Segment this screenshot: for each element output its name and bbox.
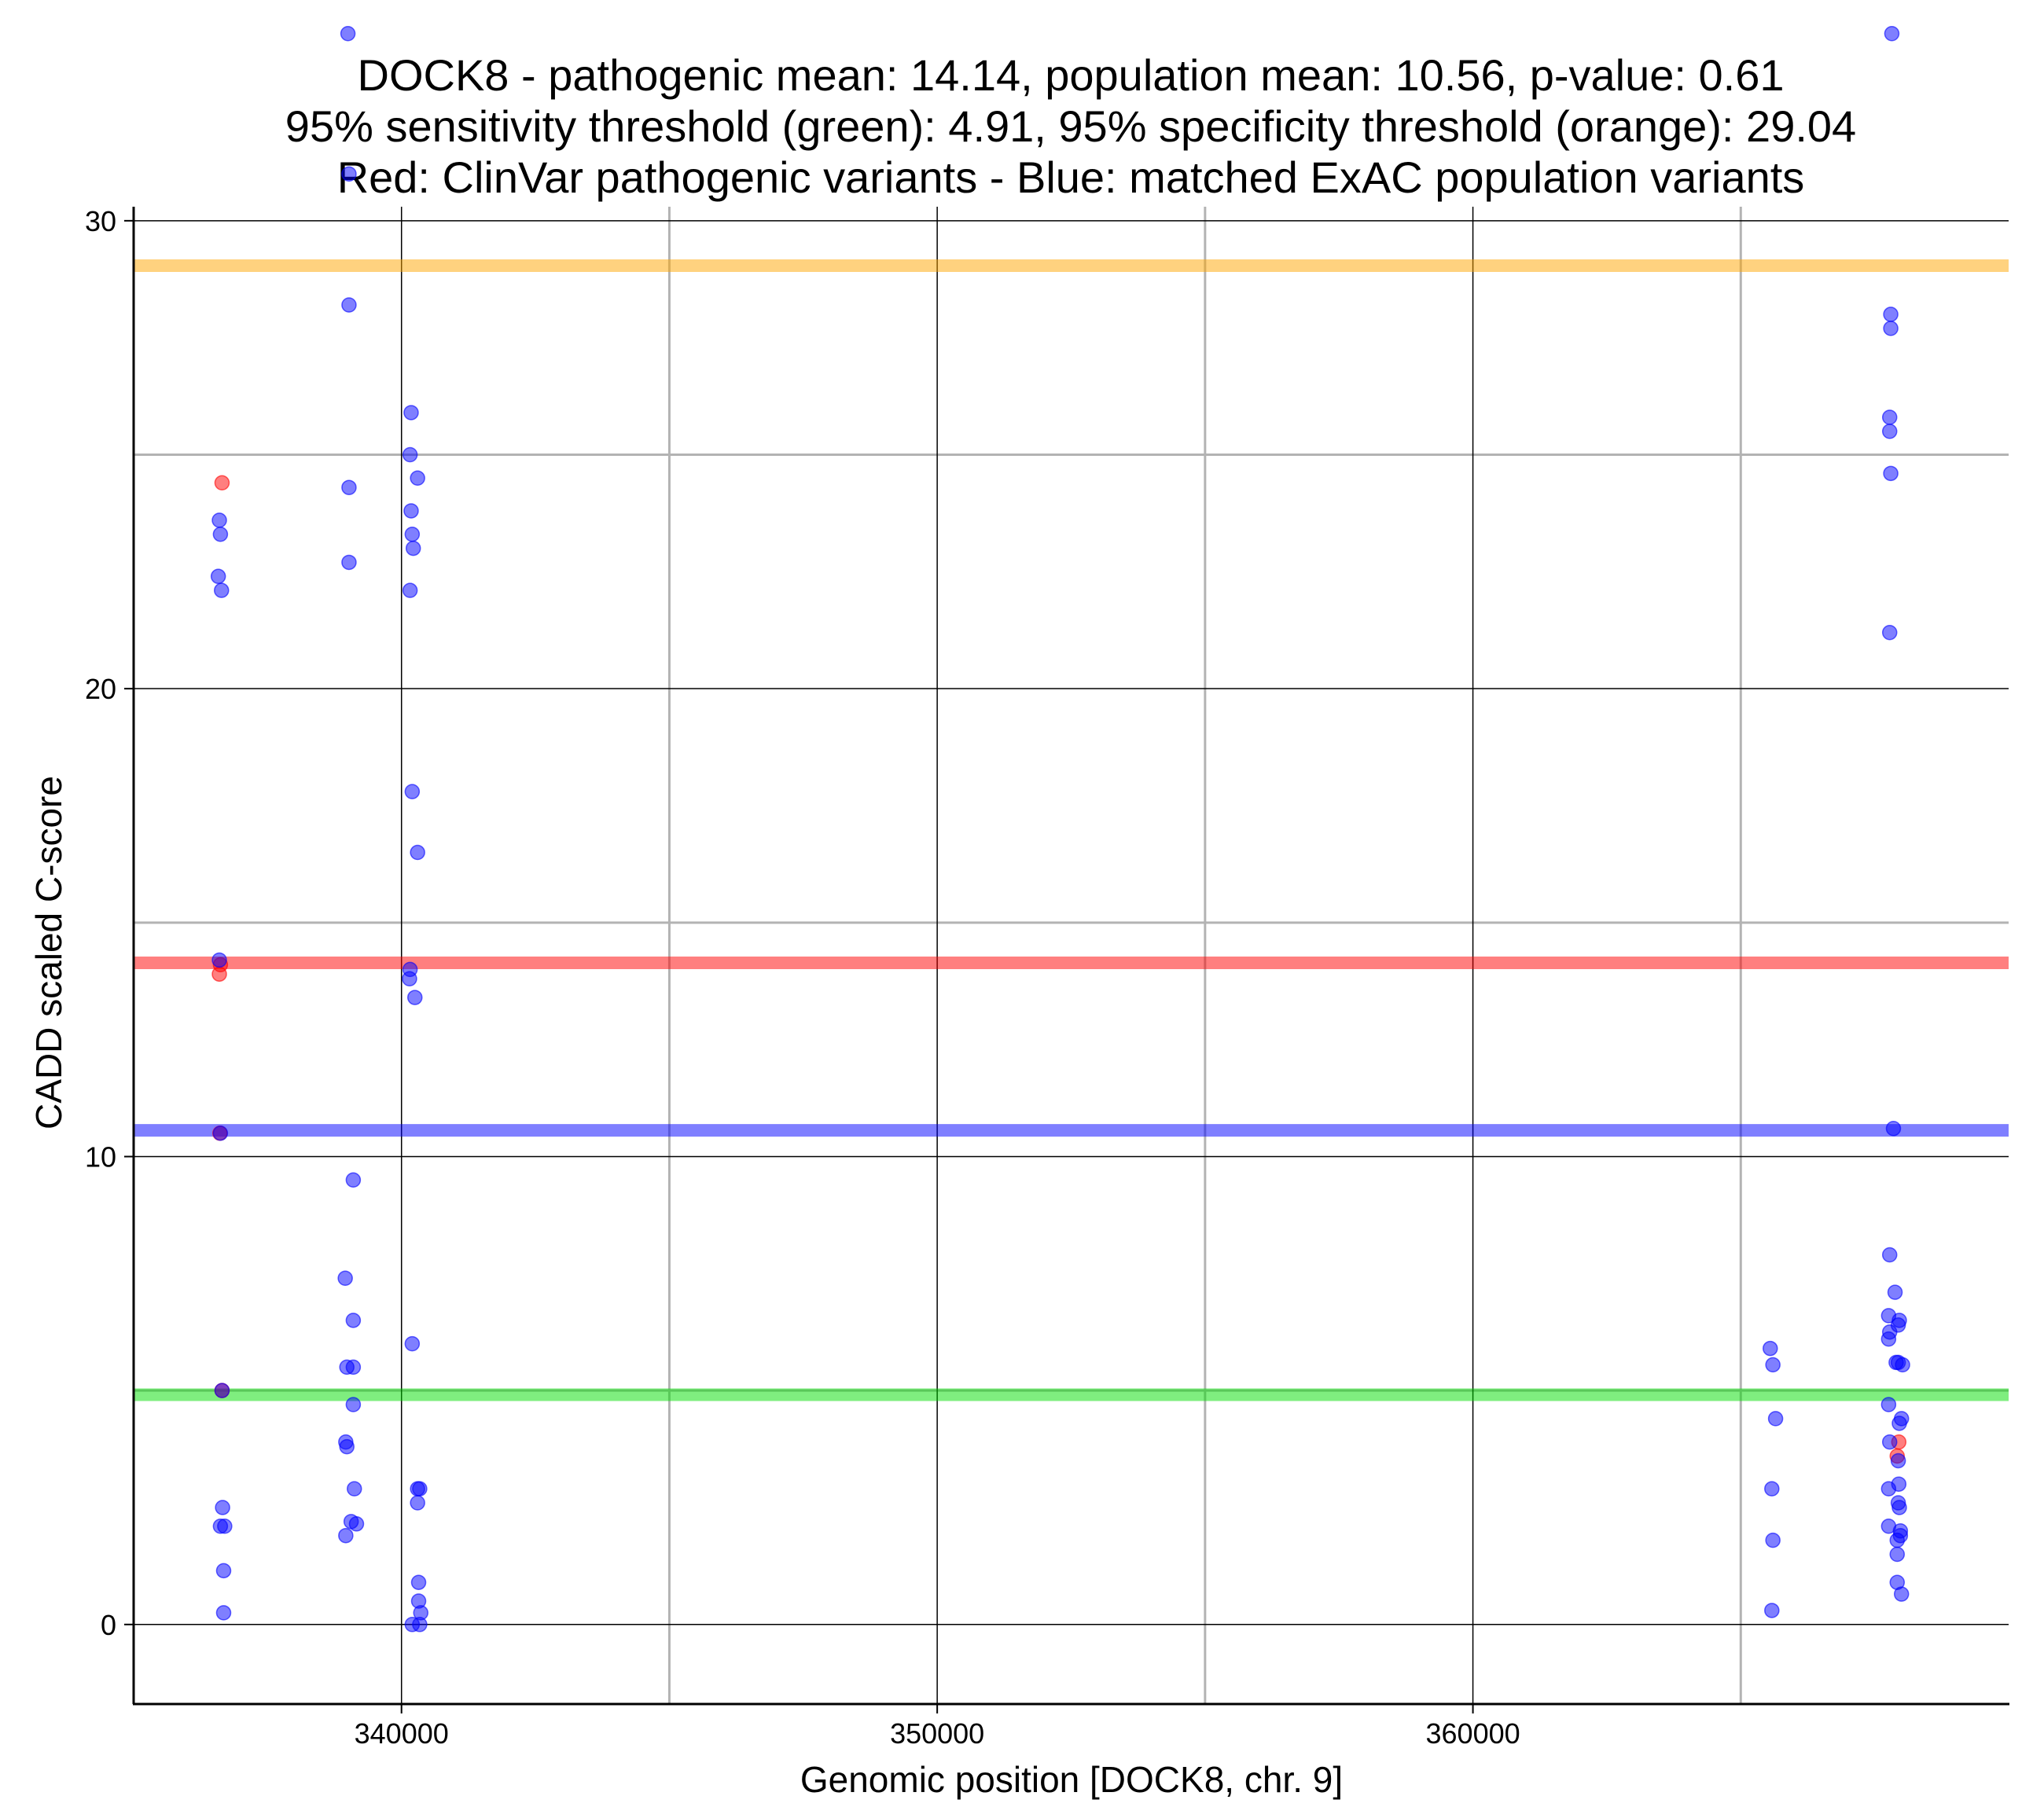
pathogenic-point-2 xyxy=(211,966,227,982)
population-point-35 xyxy=(404,526,421,542)
population-point-2 xyxy=(210,568,226,585)
population-point-57 xyxy=(1764,1603,1780,1618)
population-point-31 xyxy=(403,405,419,421)
population-point-37 xyxy=(402,582,418,598)
population-point-4 xyxy=(211,952,227,968)
population-point-25 xyxy=(346,1481,362,1497)
population-point-91 xyxy=(1893,1586,1910,1602)
population-point-38 xyxy=(404,784,421,799)
population-point-47 xyxy=(410,1574,427,1590)
x-tick-label-2: 360000 xyxy=(1426,1717,1520,1750)
population-point-6 xyxy=(214,1383,230,1398)
population-point-55 xyxy=(1764,1481,1780,1497)
y-tick-label-1: 10 xyxy=(85,1140,116,1173)
population-point-52 xyxy=(1763,1340,1778,1357)
population-point-56 xyxy=(1765,1532,1781,1548)
population-point-14 xyxy=(341,297,357,313)
y-tick-label-0: 0 xyxy=(101,1609,116,1641)
population-point-64 xyxy=(1881,624,1898,641)
pathogenic-point-0 xyxy=(214,475,230,490)
population-point-67 xyxy=(1887,1284,1903,1300)
population-point-5 xyxy=(212,1125,229,1141)
population-point-62 xyxy=(1881,424,1898,439)
chart-title-line-3: Red: ClinVar pathogenic variants - Blue:… xyxy=(337,152,1805,202)
population-point-0 xyxy=(211,512,227,528)
population-point-33 xyxy=(410,470,425,487)
population-point-32 xyxy=(402,446,418,463)
population-point-42 xyxy=(407,990,423,1005)
population-point-66 xyxy=(1881,1247,1898,1263)
population-point-75 xyxy=(1895,1357,1910,1373)
population-point-88 xyxy=(1892,1527,1909,1544)
population-point-13 xyxy=(341,166,357,182)
population-point-46 xyxy=(410,1495,425,1511)
axes xyxy=(132,207,2009,1706)
population-point-18 xyxy=(337,1270,353,1287)
chart-title: DOCK8 - pathogenic mean: 14.14, populati… xyxy=(285,50,1856,202)
x-axis-label: Genomic position [DOCK8, chr. 9] xyxy=(800,1759,1343,1800)
population-point-27 xyxy=(348,1516,365,1532)
x-tick-label-1: 350000 xyxy=(890,1717,984,1750)
population-point-3 xyxy=(214,582,230,598)
population-point-54 xyxy=(1767,1411,1784,1427)
threshold-lines xyxy=(134,259,2009,1401)
population-point-10 xyxy=(215,1563,232,1579)
population-point-11 xyxy=(215,1605,232,1621)
x-axis-ticks: 340000 350000 360000 xyxy=(355,1704,1520,1750)
population-point-60 xyxy=(1883,321,1899,336)
population-point-78 xyxy=(1893,1411,1910,1427)
population-point-39 xyxy=(410,844,425,861)
population-point-89 xyxy=(1889,1546,1906,1563)
population-point-17 xyxy=(345,1172,362,1188)
population-point-9 xyxy=(217,1519,233,1534)
population-point-45 xyxy=(410,1481,425,1497)
population-point-80 xyxy=(1890,1453,1906,1469)
population-point-41 xyxy=(402,971,417,987)
data-points xyxy=(210,25,1910,1633)
y-axis-ticks: 0 10 20 30 xyxy=(85,205,134,1641)
population-point-34 xyxy=(403,503,419,519)
population-point-22 xyxy=(345,1397,362,1412)
population-point-79 xyxy=(1881,1434,1898,1450)
population-point-51 xyxy=(412,1617,428,1633)
population-point-72 xyxy=(1880,1331,1897,1347)
population-point-58 xyxy=(1884,25,1900,42)
x-tick-label-0: 340000 xyxy=(355,1717,449,1750)
population-point-24 xyxy=(339,1438,355,1455)
y-tick-label-2: 20 xyxy=(85,673,116,705)
y-axis-label: CADD scaled C-score xyxy=(28,776,69,1129)
population-point-36 xyxy=(405,540,421,556)
population-point-84 xyxy=(1891,1500,1907,1515)
population-point-1 xyxy=(212,526,229,542)
chart-title-line-1: DOCK8 - pathogenic mean: 14.14, populati… xyxy=(358,50,1785,100)
population-point-82 xyxy=(1880,1481,1897,1497)
population-point-43 xyxy=(404,1335,421,1352)
population-point-15 xyxy=(341,479,357,495)
population-point-76 xyxy=(1880,1397,1897,1412)
population-point-53 xyxy=(1765,1357,1781,1373)
population-point-7 xyxy=(215,1500,230,1515)
population-point-63 xyxy=(1883,465,1899,482)
population-point-21 xyxy=(345,1359,362,1375)
population-point-12 xyxy=(340,25,356,42)
chart-title-line-2: 95% sensitivity threshold (green): 4.91,… xyxy=(285,101,1856,151)
population-point-61 xyxy=(1881,410,1898,425)
population-point-59 xyxy=(1883,307,1899,322)
population-point-28 xyxy=(338,1527,354,1544)
population-point-19 xyxy=(345,1313,362,1328)
population-point-16 xyxy=(341,554,357,571)
y-tick-label-3: 30 xyxy=(85,205,116,237)
major-gridlines xyxy=(134,207,2009,1704)
population-point-65 xyxy=(1885,1121,1902,1137)
